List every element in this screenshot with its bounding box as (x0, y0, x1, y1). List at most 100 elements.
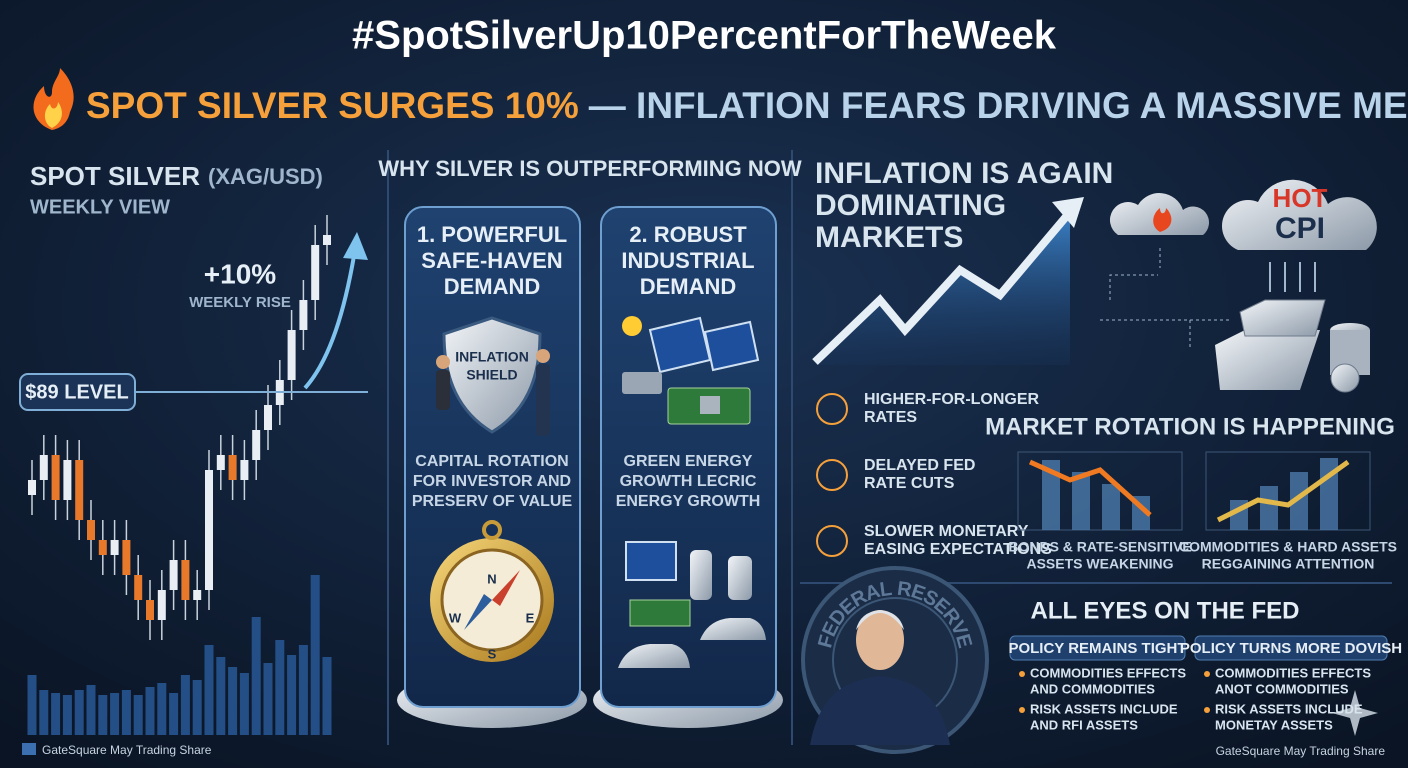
candle (252, 430, 261, 460)
scenario-title: POLICY REMAINS TIGHT (1008, 640, 1186, 657)
speaker-head (856, 610, 904, 670)
headline-highlight: SPOT SILVER SURGES 10% (86, 85, 579, 126)
rotation-caption: COMMODITIES & HARD ASSETS (1179, 539, 1397, 555)
panel-title: SPOT SILVER (XAG/USD) (30, 161, 323, 191)
volume-bar (62, 695, 72, 735)
inflation-title: DOMINATING (815, 189, 1006, 222)
scenario-bullet: RISK ASSETS INCLUDE (1030, 701, 1178, 716)
factor-text: RATES (864, 409, 917, 426)
volume-bar (110, 693, 120, 735)
bullet (1204, 707, 1210, 713)
scenario-header (1009, 635, 1186, 661)
candle (169, 560, 178, 590)
car (700, 618, 766, 640)
candle (39, 455, 48, 480)
rotation-bar (1290, 472, 1308, 530)
candle (311, 245, 320, 300)
needle (492, 570, 520, 606)
card-caption: ENERGY GROWTH (616, 493, 761, 510)
scenario-bullet: COMMODITIES EFFECTS (1215, 665, 1371, 680)
candle (51, 455, 60, 500)
rotation-bar (1042, 460, 1060, 530)
person (436, 355, 450, 369)
cloud-fire (1153, 208, 1172, 232)
rotation-arrow (1216, 459, 1350, 523)
bullet (1204, 671, 1210, 677)
bullet (1019, 671, 1025, 677)
inflation-title: INFLATION IS AGAIN (815, 157, 1113, 190)
scenario-header (1194, 635, 1388, 661)
candle (134, 575, 143, 600)
scenario-bullet: COMMODITIES EFFECTS (1030, 665, 1186, 680)
factor-text: RATE CUTS (864, 475, 955, 492)
card-caption: CAPITAL ROTATION (415, 453, 568, 470)
volume-bar (27, 675, 37, 735)
volume-bar (275, 640, 285, 735)
candle (287, 330, 296, 380)
headline: SPOT SILVER SURGES 10% — INFLATION FEARS … (86, 85, 1408, 126)
panel-subtitle: WEEKLY VIEW (30, 196, 170, 218)
candle (264, 405, 272, 430)
card-caption: GROWTH LECRIC (620, 473, 757, 490)
compass-ring (482, 520, 502, 540)
volume-bar (51, 693, 61, 735)
car (618, 644, 690, 668)
volume-bar (287, 655, 297, 735)
sun (622, 316, 642, 336)
candle (110, 540, 119, 555)
change-label: WEEKLY RISE (189, 294, 291, 311)
fire-core (44, 102, 62, 128)
rotation-bar (1260, 486, 1278, 530)
rotation-caption: REGGAINING ATTENTION (1202, 556, 1375, 572)
sparkle (1332, 690, 1378, 736)
factor-text: SLOWER MONETARY (864, 523, 1029, 540)
volume-bar (74, 690, 84, 735)
card-caption: FOR INVESTOR AND (413, 473, 571, 490)
solar-panel (625, 541, 677, 581)
coin (1330, 363, 1360, 393)
card-title: DEMAND (444, 274, 541, 299)
person (536, 364, 550, 436)
compass-letter: E (526, 610, 535, 625)
solar-panel (703, 320, 760, 372)
pair: (XAG/USD) (208, 164, 323, 189)
volume-bar (310, 575, 320, 735)
compass-letter: S (488, 646, 497, 661)
rotation-bar (1072, 472, 1090, 530)
shield-label: SHIELD (466, 367, 517, 383)
cloud (1222, 179, 1377, 250)
volume-bar (145, 687, 155, 735)
rotation-bar (1102, 484, 1120, 530)
bullet (1019, 707, 1025, 713)
needle (464, 594, 492, 630)
card-title: 2. ROBUST (629, 222, 747, 247)
card-caption: PRESERV OF VALUE (412, 493, 573, 510)
shield-label: INFLATION (455, 349, 529, 365)
level-label: $89 LEVEL (25, 381, 128, 403)
volume-bar (298, 645, 308, 735)
rotation-caption: BONDS & RATE-SENSITIVE (1008, 539, 1191, 555)
volume-bar (322, 657, 332, 735)
scenario-bullet: AND RFI ASSETS (1030, 717, 1138, 732)
level-badge (19, 373, 136, 411)
volume-bar (251, 617, 261, 735)
fire-icon (33, 68, 74, 130)
volume-bar (39, 690, 49, 735)
trend-line (812, 209, 1074, 365)
volume-bar (169, 693, 179, 735)
candle (87, 520, 95, 540)
battery (690, 550, 712, 600)
cloud-cpi: CPI (1275, 212, 1325, 245)
speaker-suit (810, 676, 950, 745)
compass-letter: W (449, 610, 462, 625)
battery (728, 556, 752, 600)
card-title: INDUSTRIAL (621, 248, 754, 273)
candle (122, 540, 131, 575)
candle (157, 590, 166, 620)
factor-text: HIGHER-FOR-LONGER (864, 391, 1040, 408)
inflation-title: MARKETS (815, 221, 963, 254)
rotation-frame (1017, 451, 1183, 531)
panel-title-main: SPOT SILVER (30, 161, 200, 191)
logo (22, 743, 36, 755)
connector (1100, 248, 1230, 350)
